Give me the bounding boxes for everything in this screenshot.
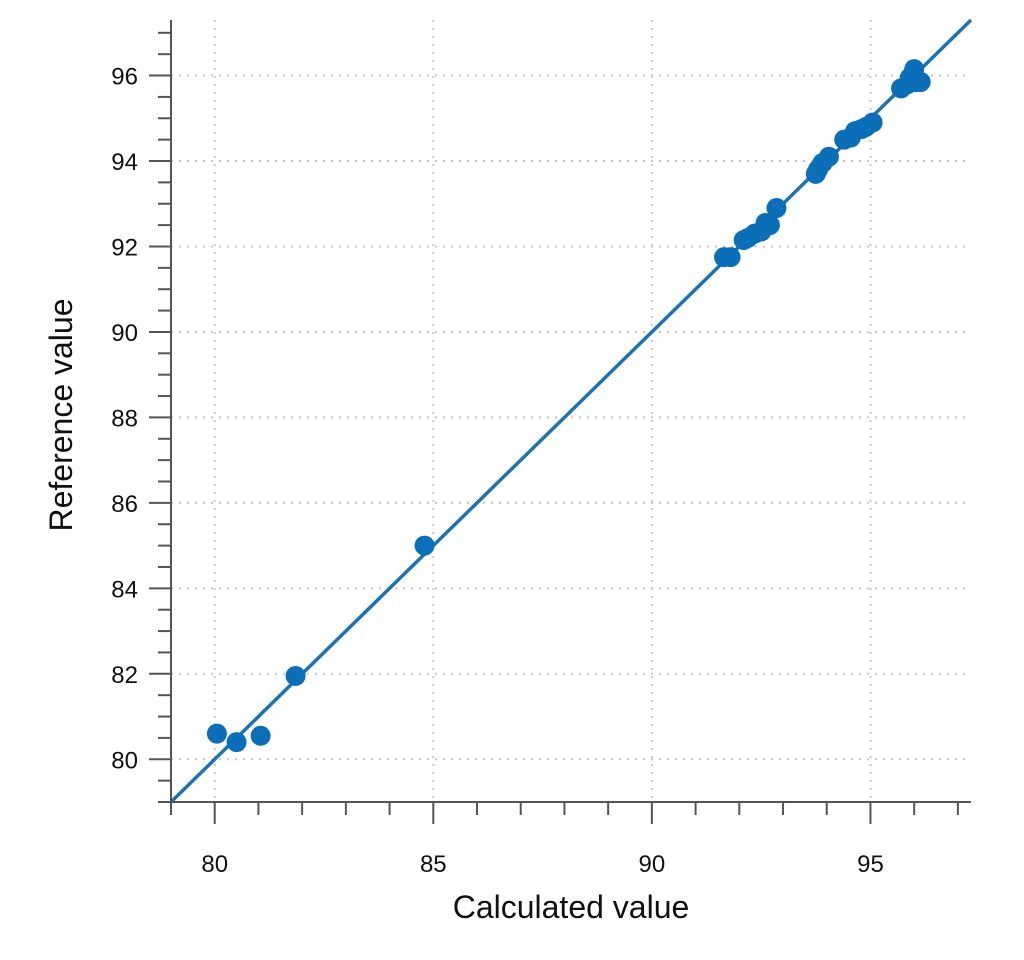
data-point: [206, 723, 227, 744]
y-tick-label: 88: [111, 405, 138, 432]
x-axis-title: Calculated value: [453, 889, 690, 925]
x-tick-label: 80: [201, 851, 228, 878]
data-point: [910, 71, 931, 92]
axes: [149, 20, 971, 824]
y-tick-label: 96: [111, 64, 138, 91]
y-tick-label: 86: [111, 491, 138, 518]
data-point: [285, 665, 306, 686]
y-tick-label: 80: [111, 747, 138, 774]
x-tick-label: 85: [420, 851, 447, 878]
grid: [171, 20, 971, 802]
y-axis-title: Reference value: [43, 298, 79, 531]
data-point: [226, 732, 247, 753]
y-tick-labels: 80 82 84 86 88 90 92 94 96: [111, 64, 138, 775]
data-point: [720, 247, 741, 268]
y-tick-label: 82: [111, 662, 138, 689]
data-point: [759, 215, 780, 236]
x-tick-label: 90: [639, 851, 666, 878]
data-point: [250, 725, 271, 746]
data-point: [414, 535, 435, 556]
x-tick-label: 95: [857, 851, 884, 878]
data-points: [206, 59, 931, 753]
x-tick-labels: 80 85 90 95: [201, 851, 883, 878]
data-point: [862, 112, 883, 133]
y-tick-label: 94: [111, 149, 138, 176]
y-tick-label: 92: [111, 234, 138, 261]
y-tick-label: 84: [111, 576, 138, 603]
data-point: [818, 146, 839, 167]
data-point: [766, 198, 787, 219]
y-tick-label: 90: [111, 320, 138, 347]
